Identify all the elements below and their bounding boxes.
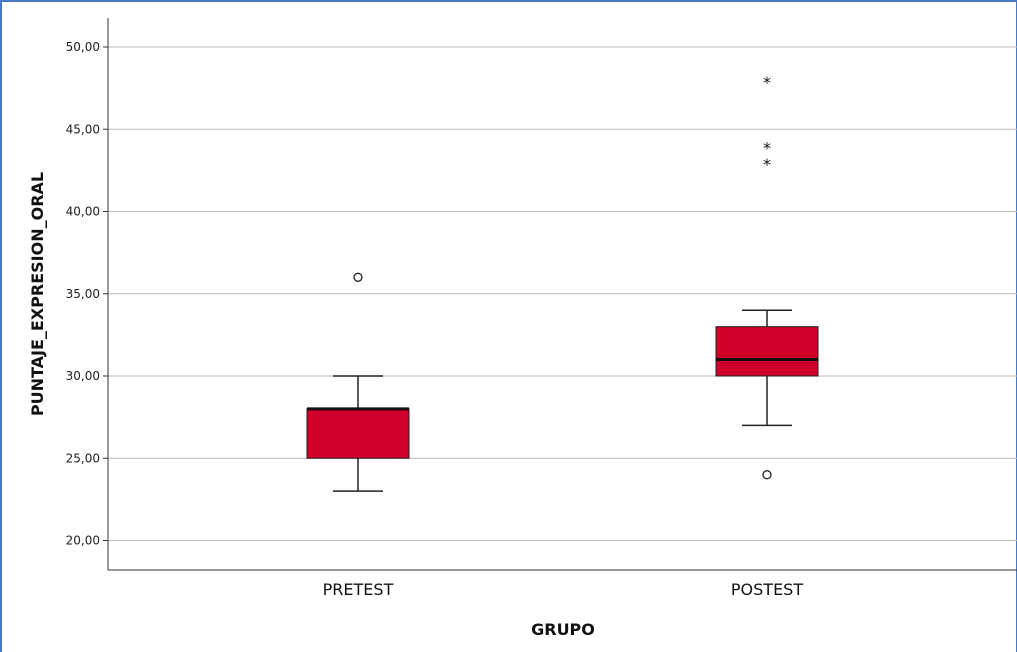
- iqr-box: [715, 326, 819, 377]
- y-tick-labels: 20,00 25,00 30,00 35,00 40,00 45,00 50,00: [66, 40, 108, 548]
- x-tick-label: POSTEST: [731, 580, 803, 599]
- gridlines: [108, 46, 1017, 541]
- y-tick-label: 35,00: [66, 287, 100, 301]
- extreme-point: *: [763, 73, 771, 92]
- y-axis-title: PUNTAJE_EXPRESION_ORAL: [28, 172, 47, 416]
- y-tick-label: 30,00: [66, 369, 100, 383]
- x-axis-title: GRUPO: [531, 620, 595, 639]
- y-tick-label: 45,00: [66, 122, 100, 136]
- x-tick-label: PRETEST: [323, 580, 394, 599]
- extreme-point: *: [763, 155, 771, 174]
- box-group-postest: ***: [715, 73, 819, 480]
- y-tick-label: 40,00: [66, 205, 100, 219]
- outlier-point: [353, 272, 363, 282]
- y-tick-label: 20,00: [66, 534, 100, 548]
- boxes: ***: [306, 73, 819, 492]
- iqr-box: [306, 408, 410, 459]
- box-group-pretest: [306, 272, 410, 492]
- outlier-point: [762, 470, 772, 480]
- y-tick-label: 50,00: [66, 40, 100, 54]
- x-tick-labels: PRETEST POSTEST: [323, 580, 804, 599]
- y-tick-label: 25,00: [66, 451, 100, 465]
- extreme-point: *: [763, 139, 771, 158]
